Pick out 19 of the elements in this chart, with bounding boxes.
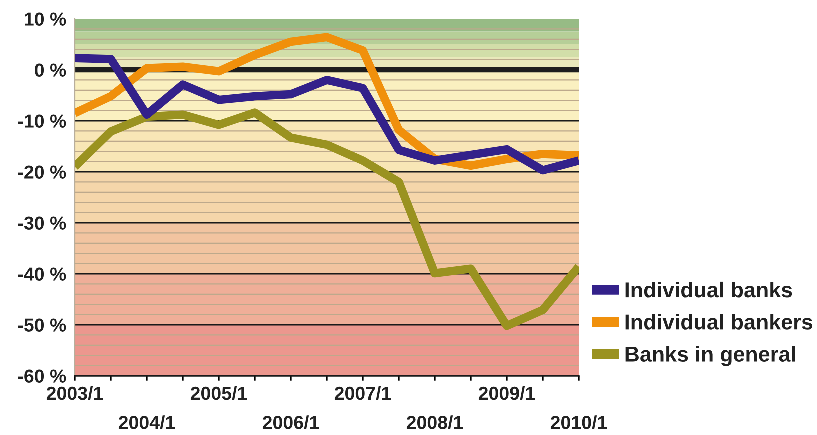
x-tick-label: 2009/1	[478, 386, 536, 400]
x-tick-label: 2005/1	[190, 386, 248, 400]
legend-label: Banks in general	[626, 346, 796, 366]
x-tick-label: 2010/1	[550, 416, 608, 430]
x-tick-label: 2007/1	[334, 386, 392, 400]
legend-label: Individual bankers	[626, 314, 813, 330]
legend-label: Individual banks	[626, 282, 792, 298]
y-tick-label: -10 %	[18, 114, 66, 128]
x-tick-label: 2006/1	[262, 416, 320, 430]
x-tick-label: 2003/1	[46, 386, 104, 400]
x-tick-label: 2008/1	[406, 416, 464, 430]
y-tick-label: -30 %	[18, 216, 66, 230]
y-tick-label: -20 %	[18, 166, 66, 179]
y-tick-label: -50 %	[18, 318, 66, 332]
y-tick-label: 0 %	[35, 64, 66, 77]
y-tick-label: -60 %	[18, 370, 66, 383]
y-tick-label: 10 %	[25, 12, 66, 26]
x-tick-label: 2004/1	[118, 416, 176, 430]
y-tick-label: -40 %	[18, 268, 66, 281]
